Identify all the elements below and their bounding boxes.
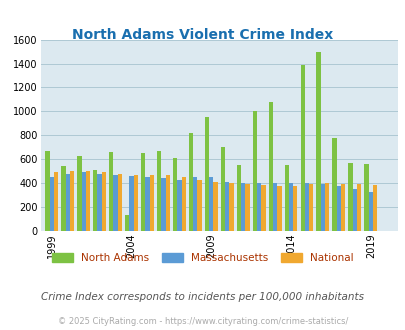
Bar xyxy=(173,158,177,231)
Bar xyxy=(241,183,245,231)
Bar xyxy=(229,183,233,231)
Bar xyxy=(332,138,336,231)
Bar xyxy=(304,183,308,231)
Bar xyxy=(54,172,58,231)
Bar xyxy=(292,185,297,231)
Bar xyxy=(245,184,249,231)
Bar xyxy=(272,183,277,231)
Bar xyxy=(177,180,181,231)
Bar xyxy=(261,185,265,231)
Bar xyxy=(336,185,340,231)
Bar xyxy=(284,165,288,231)
Legend: North Adams, Massachusetts, National: North Adams, Massachusetts, National xyxy=(48,248,357,267)
Bar xyxy=(157,151,161,231)
Bar xyxy=(149,175,153,231)
Bar xyxy=(65,174,70,231)
Bar xyxy=(324,183,328,231)
Bar xyxy=(49,177,54,231)
Text: Crime Index corresponds to incidents per 100,000 inhabitants: Crime Index corresponds to incidents per… xyxy=(41,292,364,302)
Bar xyxy=(288,183,292,231)
Bar xyxy=(109,152,113,231)
Bar xyxy=(161,178,165,231)
Bar xyxy=(352,189,356,231)
Bar xyxy=(133,175,138,231)
Bar xyxy=(181,177,185,231)
Bar xyxy=(93,170,97,231)
Bar xyxy=(224,182,229,231)
Bar xyxy=(236,165,241,231)
Bar xyxy=(145,177,149,231)
Bar xyxy=(85,171,90,231)
Bar xyxy=(315,51,320,231)
Bar xyxy=(277,185,281,231)
Text: North Adams Violent Crime Index: North Adams Violent Crime Index xyxy=(72,28,333,42)
Bar xyxy=(113,175,117,231)
Bar xyxy=(70,171,74,231)
Bar xyxy=(165,175,169,231)
Bar xyxy=(363,164,368,231)
Bar xyxy=(61,166,65,231)
Bar xyxy=(256,183,261,231)
Bar xyxy=(188,133,193,231)
Bar xyxy=(368,191,372,231)
Bar xyxy=(117,174,122,231)
Bar xyxy=(209,177,213,231)
Bar xyxy=(213,182,217,231)
Bar xyxy=(340,184,345,231)
Text: © 2025 CityRating.com - https://www.cityrating.com/crime-statistics/: © 2025 CityRating.com - https://www.city… xyxy=(58,317,347,326)
Bar xyxy=(268,102,272,231)
Bar xyxy=(102,172,106,231)
Bar xyxy=(81,172,85,231)
Bar xyxy=(197,180,201,231)
Bar xyxy=(356,184,360,231)
Bar xyxy=(252,112,256,231)
Bar xyxy=(372,185,376,231)
Bar xyxy=(129,176,133,231)
Bar xyxy=(347,163,352,231)
Bar xyxy=(300,65,304,231)
Bar xyxy=(97,174,102,231)
Bar xyxy=(308,184,313,231)
Bar xyxy=(141,153,145,231)
Bar xyxy=(77,156,81,231)
Bar xyxy=(193,177,197,231)
Bar xyxy=(220,147,224,231)
Bar xyxy=(320,184,324,231)
Bar xyxy=(204,117,209,231)
Bar xyxy=(45,151,49,231)
Bar xyxy=(125,215,129,231)
